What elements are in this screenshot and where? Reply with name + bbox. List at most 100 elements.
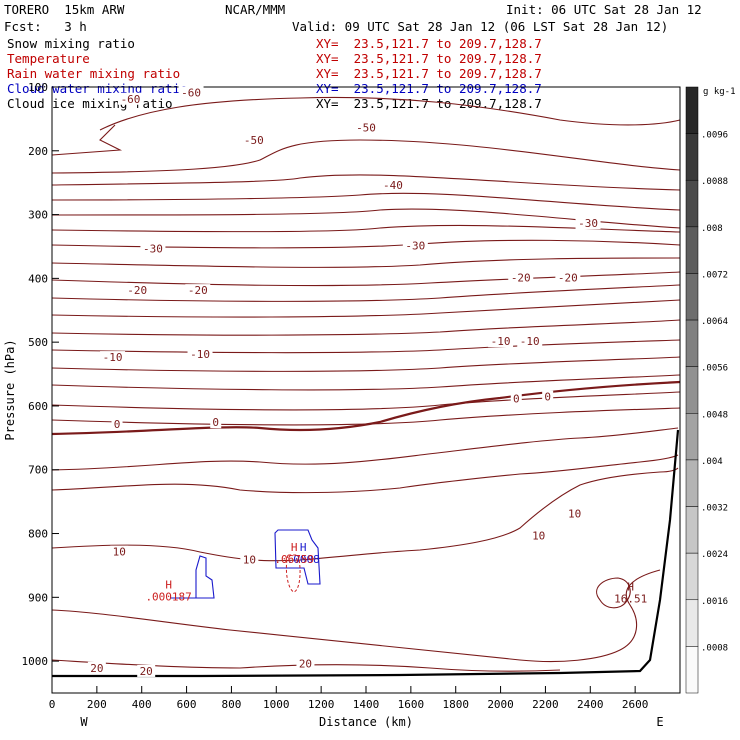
maximum-marker: H: [627, 580, 634, 593]
contour-label-bg: [296, 657, 315, 670]
x-tick-label: 1800: [442, 698, 469, 711]
colorbar-swatch: [685, 319, 699, 367]
contour-label: -10: [491, 335, 511, 348]
contour-label-bg: [110, 545, 129, 558]
x-axis-right-end: E: [656, 715, 663, 729]
x-axis-left-end: W: [80, 715, 88, 729]
x-tick-label: 0: [49, 698, 56, 711]
y-axis: 100 200 300 400 500 600 700 800 900 1000: [22, 81, 59, 668]
colorbar-swatch: [685, 599, 699, 647]
contour-label: 10: [568, 507, 581, 520]
contour-label: 0: [114, 418, 121, 431]
x-tick-label: 1000: [263, 698, 290, 711]
x-tick-label: 200: [87, 698, 107, 711]
colorbar-unit: g kg-1: [703, 87, 736, 97]
contour-label-bg: [542, 390, 554, 403]
contour-label-bg: [185, 284, 211, 297]
contour-label-bg: [111, 418, 123, 431]
isotherm-line: [51, 454, 679, 494]
contour-label-bg: [508, 271, 534, 284]
field-label-rain: Rain water mixing ratio: [7, 66, 181, 81]
contour-label: 20: [299, 657, 312, 670]
isotherm-line: [596, 577, 631, 609]
colorbar-tick-label: .0016: [701, 597, 728, 607]
isotherm-line: [51, 192, 681, 211]
x-tick-label: 600: [177, 698, 197, 711]
field-label-cloud-water: Cloud water mixing ratio: [7, 81, 188, 96]
isotherm-line: [51, 380, 681, 436]
contour-label-bg: [100, 351, 126, 364]
x-tick-label: 2600: [622, 698, 649, 711]
contour-label-bg: [240, 553, 259, 566]
colorbar-swatch: [685, 273, 699, 321]
colorbar-tick-label: .004: [701, 457, 723, 467]
x-tick-label: 2200: [532, 698, 559, 711]
colorbar-tick-label: .0008: [701, 643, 728, 653]
isotherm-line: [51, 271, 681, 287]
cloud-water-contours: [170, 529, 321, 599]
contour-label: -20: [127, 284, 147, 297]
y-tick-label: 100: [28, 81, 48, 94]
contour-label-bg: [137, 664, 156, 677]
isotherm-line: [51, 174, 681, 191]
contour-label: 0: [212, 416, 219, 429]
isotherm-line: [51, 257, 681, 268]
x-tick-label: 1600: [398, 698, 425, 711]
contour-label-bg: [575, 217, 601, 230]
field-xy-temperature: XY= 23.5,121.7 to 209.7,128.7: [316, 36, 542, 51]
contour-label-bg: [178, 86, 204, 99]
terrain-line: [52, 429, 680, 678]
colorbar-tick-label: .0064: [701, 317, 728, 327]
contour-label-bg: [488, 335, 514, 348]
x-axis-title: Distance (km): [319, 715, 413, 729]
contour-label-bg: [510, 392, 522, 405]
colorbar-swatch: [685, 459, 699, 507]
x-tick-label: 2400: [577, 698, 604, 711]
y-tick-label: 400: [28, 272, 48, 285]
isotherm-line: [51, 407, 681, 426]
colorbar-swatch: [685, 366, 699, 414]
contour-label-bg: [118, 92, 143, 105]
contour-label: -20: [188, 284, 208, 297]
isotherm-line: [51, 224, 681, 233]
contour-label: -50: [356, 121, 376, 134]
contour-label: 20: [140, 665, 153, 678]
colorbar-swatch: [685, 226, 699, 274]
contour-label: 10: [243, 553, 256, 566]
y-tick-label: 1000: [22, 655, 49, 668]
y-tick-label: 600: [28, 400, 48, 413]
cloud-water-outline: [274, 529, 321, 585]
colorbar-swatch: [685, 133, 699, 181]
contour-label-bg: [210, 416, 222, 429]
y-tick-label: 700: [28, 464, 48, 477]
contour-label-bg: [380, 178, 406, 191]
colorbar-tick-label: .0048: [701, 410, 728, 420]
isotherm-line: [51, 299, 681, 318]
field-label-temperature: Temperature: [7, 51, 90, 66]
isotherm-line: [51, 569, 661, 663]
contour-label: -60: [121, 93, 141, 106]
contour-label-bg: [241, 134, 267, 147]
isotherm-line: [51, 139, 681, 174]
colorbar-swatch: [685, 179, 699, 228]
colorbar-swatch: [685, 552, 699, 601]
field-xy-cloud-ice: XY= 23.5,121.7 to 209.7,128.7: [316, 81, 542, 96]
contour-label: 10: [113, 546, 126, 559]
colorbar-tick-label: .0024: [701, 550, 728, 560]
contour-labels: -60 -60-50-50-40-30 -30-30-20 -20-20 -20-10-…: [87, 86, 601, 678]
colorbar-tick-label: .0088: [701, 177, 728, 187]
y-tick-label: 200: [28, 145, 48, 158]
colorbar-swatch: [685, 506, 699, 554]
contour-label: -50: [244, 134, 264, 147]
contour-label: -30: [578, 217, 598, 230]
contour-label: 20: [90, 662, 103, 675]
isotherm-line: [51, 391, 681, 411]
org-label: NCAR/MMM: [225, 2, 286, 17]
x-tick-label: 400: [132, 698, 152, 711]
contour-label: -60: [181, 86, 201, 99]
cloud-water-outline: [170, 555, 215, 599]
y-axis-title: Pressure (hPa): [3, 339, 17, 440]
contour-label-bg: [529, 529, 548, 542]
isotherm-line: [51, 356, 681, 372]
